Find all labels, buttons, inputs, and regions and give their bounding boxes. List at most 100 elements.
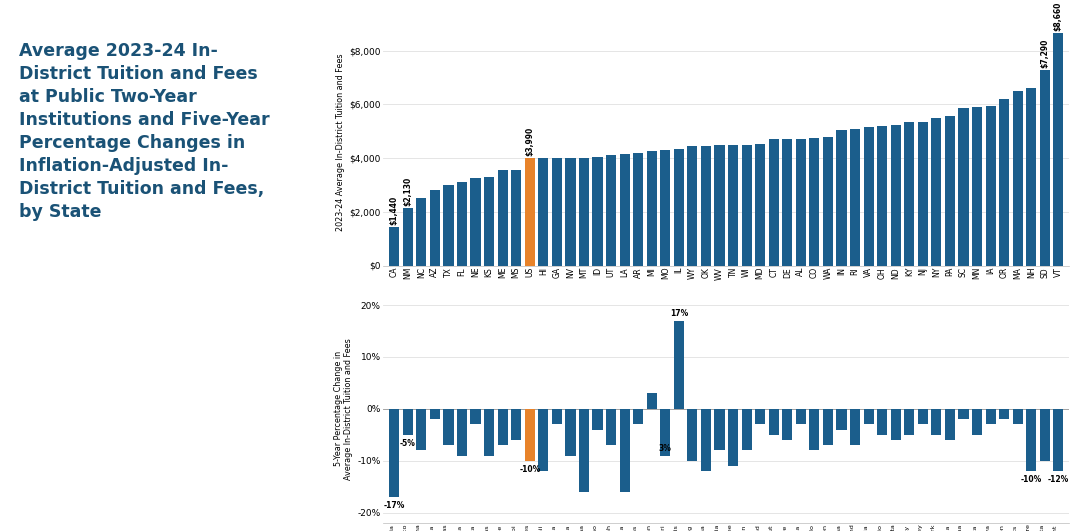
- Bar: [484, 177, 495, 266]
- Bar: [918, 409, 928, 424]
- Bar: [891, 409, 901, 440]
- Bar: [931, 118, 942, 266]
- Bar: [986, 106, 996, 266]
- Bar: [471, 409, 481, 424]
- Bar: [958, 409, 969, 419]
- Bar: [416, 199, 427, 266]
- Bar: [647, 393, 657, 409]
- Bar: [403, 409, 413, 435]
- Bar: [1013, 91, 1023, 266]
- Bar: [511, 170, 522, 266]
- Bar: [782, 409, 793, 440]
- Bar: [850, 129, 860, 266]
- Bar: [471, 178, 481, 266]
- Bar: [660, 150, 671, 266]
- Bar: [403, 208, 413, 266]
- Bar: [674, 321, 684, 409]
- Bar: [606, 156, 617, 266]
- Bar: [457, 182, 467, 266]
- Bar: [864, 127, 874, 266]
- Bar: [687, 409, 698, 461]
- Text: -17%: -17%: [383, 501, 405, 510]
- Bar: [389, 227, 400, 266]
- Bar: [755, 144, 766, 266]
- Bar: [430, 409, 440, 419]
- Bar: [525, 158, 535, 266]
- Bar: [430, 190, 440, 266]
- Bar: [1053, 409, 1064, 471]
- Bar: [850, 409, 860, 445]
- Bar: [809, 409, 820, 450]
- Bar: [782, 139, 793, 266]
- Bar: [728, 409, 738, 466]
- Bar: [701, 409, 711, 471]
- Bar: [999, 99, 1009, 266]
- Bar: [579, 158, 589, 266]
- Bar: [620, 154, 630, 266]
- Text: Average 2023-24 In-
District Tuition and Fees
at Public Two-Year
Institutions an: Average 2023-24 In- District Tuition and…: [19, 42, 270, 221]
- Bar: [633, 153, 644, 266]
- Bar: [674, 149, 684, 266]
- Bar: [877, 409, 888, 435]
- Bar: [904, 409, 915, 435]
- Bar: [823, 409, 833, 445]
- Bar: [972, 409, 982, 435]
- Bar: [1013, 409, 1023, 424]
- Bar: [444, 185, 454, 266]
- Bar: [565, 409, 576, 456]
- Text: 3%: 3%: [659, 444, 672, 453]
- Text: $7,290: $7,290: [1040, 38, 1050, 67]
- Bar: [836, 130, 847, 266]
- Bar: [498, 409, 508, 445]
- Bar: [511, 409, 522, 440]
- Bar: [891, 125, 901, 266]
- Bar: [484, 409, 495, 456]
- Bar: [538, 409, 549, 471]
- Bar: [498, 170, 508, 266]
- Bar: [728, 145, 738, 266]
- Text: $3,990: $3,990: [525, 127, 535, 156]
- Bar: [958, 108, 969, 266]
- Bar: [565, 158, 576, 266]
- Bar: [823, 136, 833, 266]
- Bar: [755, 409, 766, 424]
- Bar: [877, 126, 888, 266]
- Text: -5%: -5%: [400, 439, 416, 448]
- Bar: [444, 409, 454, 445]
- Bar: [836, 409, 847, 430]
- Bar: [918, 122, 928, 266]
- Bar: [416, 409, 427, 450]
- Bar: [769, 409, 779, 435]
- Text: -12%: -12%: [1048, 475, 1069, 484]
- Bar: [945, 409, 955, 440]
- Bar: [701, 146, 711, 266]
- Bar: [620, 409, 630, 492]
- Text: $8,660: $8,660: [1054, 2, 1063, 31]
- Bar: [972, 107, 982, 266]
- Bar: [999, 409, 1009, 419]
- Bar: [986, 409, 996, 424]
- Bar: [715, 145, 725, 266]
- Bar: [593, 409, 603, 430]
- Bar: [660, 409, 671, 456]
- Bar: [389, 409, 400, 497]
- Bar: [606, 409, 617, 445]
- Text: $2,130: $2,130: [403, 177, 413, 206]
- Text: -10%: -10%: [519, 465, 540, 474]
- Bar: [742, 409, 752, 450]
- Bar: [864, 409, 874, 424]
- Bar: [1026, 409, 1037, 471]
- Bar: [809, 138, 820, 266]
- Text: $1,440: $1,440: [390, 195, 399, 225]
- Bar: [1026, 88, 1037, 266]
- Bar: [647, 151, 657, 266]
- Y-axis label: 5-Year Percentage Change in
Average In-District Tuition and Fees: 5-Year Percentage Change in Average In-D…: [334, 338, 353, 479]
- Bar: [593, 157, 603, 266]
- Bar: [538, 158, 549, 266]
- Bar: [457, 409, 467, 456]
- Bar: [552, 409, 562, 424]
- Bar: [769, 139, 779, 266]
- Text: -10%: -10%: [1021, 475, 1042, 484]
- Bar: [796, 139, 806, 266]
- Bar: [1053, 33, 1064, 266]
